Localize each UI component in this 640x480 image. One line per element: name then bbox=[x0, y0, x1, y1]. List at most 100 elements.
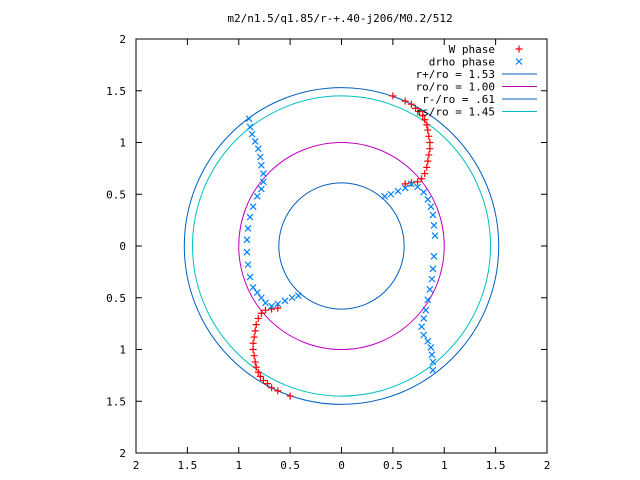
data-point-cross bbox=[243, 248, 251, 256]
data-point-cross bbox=[427, 344, 435, 351]
data-point-plus bbox=[407, 179, 415, 187]
chart-title: m2/n1.5/q1.85/r-+.40-j206/M0.2/512 bbox=[227, 12, 452, 25]
x-tick-label: 0 bbox=[338, 459, 345, 472]
axes: 2 1.5 1 0.5 0 0.5 1 1.5 221.510.500.511.52 bbox=[106, 33, 550, 472]
legend-label: r-/ro = .61 bbox=[422, 93, 495, 106]
data-point-cross bbox=[387, 190, 395, 198]
circle-series bbox=[183, 87, 500, 405]
data-point-cross bbox=[245, 115, 253, 123]
data-point-plus bbox=[254, 314, 262, 322]
data-point-cross bbox=[253, 192, 261, 200]
y-tick-label: 2 bbox=[119, 33, 126, 46]
data-point-plus bbox=[274, 304, 282, 312]
data-point-plus bbox=[424, 157, 432, 165]
data-point-cross bbox=[424, 196, 432, 203]
data-point-plus bbox=[515, 45, 523, 53]
data-point-plus bbox=[421, 170, 429, 178]
circles bbox=[183, 87, 500, 405]
data-point-plus bbox=[426, 139, 434, 146]
data-point-plus bbox=[257, 309, 265, 317]
data-point-plus bbox=[254, 368, 262, 376]
series-group bbox=[249, 92, 434, 400]
x-tick-label: 1 bbox=[441, 459, 448, 472]
data-point-cross bbox=[294, 292, 302, 300]
data-point-cross bbox=[424, 337, 432, 345]
data-point-cross bbox=[429, 358, 437, 366]
data-point-plus bbox=[251, 327, 259, 335]
data-point-cross bbox=[259, 170, 267, 177]
data-point-cross bbox=[253, 289, 261, 296]
data-point-plus bbox=[249, 339, 257, 347]
data-point-plus bbox=[252, 321, 260, 329]
data-point-cross bbox=[430, 221, 438, 229]
data-point-cross bbox=[428, 351, 436, 359]
data-point-plus bbox=[274, 387, 282, 395]
x-tick-label: 0.5 bbox=[280, 459, 300, 472]
x-tick-label: 1.5 bbox=[486, 459, 506, 472]
data-point-cross bbox=[254, 145, 262, 153]
data-point-plus bbox=[250, 352, 258, 360]
data-point-cross bbox=[249, 203, 257, 211]
data-point-cross bbox=[244, 224, 252, 232]
data-point-cross bbox=[430, 252, 438, 260]
data-point-cross bbox=[424, 296, 432, 304]
data-point-cross bbox=[246, 273, 254, 281]
data-point-plus bbox=[389, 92, 397, 100]
data-point-cross bbox=[427, 203, 435, 211]
marks bbox=[243, 92, 439, 400]
data-point-plus bbox=[401, 180, 409, 188]
data-point-cross bbox=[418, 323, 426, 331]
data-point-cross bbox=[259, 178, 267, 186]
data-point-cross bbox=[288, 294, 296, 302]
data-point-cross bbox=[407, 180, 415, 188]
data-point-plus bbox=[250, 333, 258, 341]
data-point-plus bbox=[411, 104, 419, 112]
data-point-plus bbox=[261, 306, 269, 314]
y-tick-label: 0.5 bbox=[106, 188, 126, 201]
data-point-plus bbox=[256, 372, 264, 380]
y-tick-label: 2 bbox=[119, 447, 126, 460]
x-tick-label: 1 bbox=[235, 459, 242, 472]
legend-label: rs/ro = 1.45 bbox=[416, 106, 495, 119]
data-point-cross bbox=[257, 161, 265, 169]
data-point-plus bbox=[268, 384, 276, 392]
data-point-cross bbox=[420, 331, 428, 339]
data-point-cross bbox=[429, 211, 437, 219]
data-point-plus bbox=[419, 112, 427, 120]
data-point-cross bbox=[249, 283, 257, 291]
data-point-plus bbox=[252, 363, 260, 371]
y-tick-label: 0.5 bbox=[106, 292, 126, 305]
legend-label: r+/ro = 1.53 bbox=[416, 68, 495, 81]
circle-series bbox=[192, 95, 491, 397]
data-point-cross bbox=[431, 232, 439, 240]
data-point-plus bbox=[421, 116, 429, 124]
legend-label: W phase bbox=[449, 43, 495, 56]
data-point-cross bbox=[428, 275, 436, 283]
data-point-cross bbox=[414, 183, 421, 191]
legend-label: ro/ro = 1.00 bbox=[416, 81, 495, 94]
x-tick-label: 2 bbox=[133, 459, 140, 472]
circle-series bbox=[278, 182, 405, 310]
y-tick-label: 0 bbox=[119, 240, 126, 253]
data-point-cross bbox=[251, 138, 259, 145]
data-point-cross bbox=[262, 299, 269, 307]
y-tick-label: 1.5 bbox=[106, 395, 126, 408]
data-point-cross bbox=[422, 306, 430, 314]
data-point-plus bbox=[426, 145, 434, 153]
series-group bbox=[243, 115, 439, 374]
data-point-cross bbox=[274, 300, 282, 308]
data-point-cross bbox=[268, 302, 276, 310]
data-point-cross bbox=[256, 153, 264, 161]
data-point-plus bbox=[251, 358, 259, 366]
data-point-cross bbox=[420, 188, 428, 196]
data-point-plus bbox=[423, 163, 431, 171]
data-point-cross bbox=[281, 297, 289, 305]
data-point-cross bbox=[401, 184, 409, 192]
circle-series bbox=[238, 142, 445, 350]
y-tick-label: 1.5 bbox=[106, 85, 126, 98]
data-point-plus bbox=[286, 392, 294, 400]
data-point-cross bbox=[246, 213, 254, 221]
data-point-cross bbox=[515, 58, 523, 65]
